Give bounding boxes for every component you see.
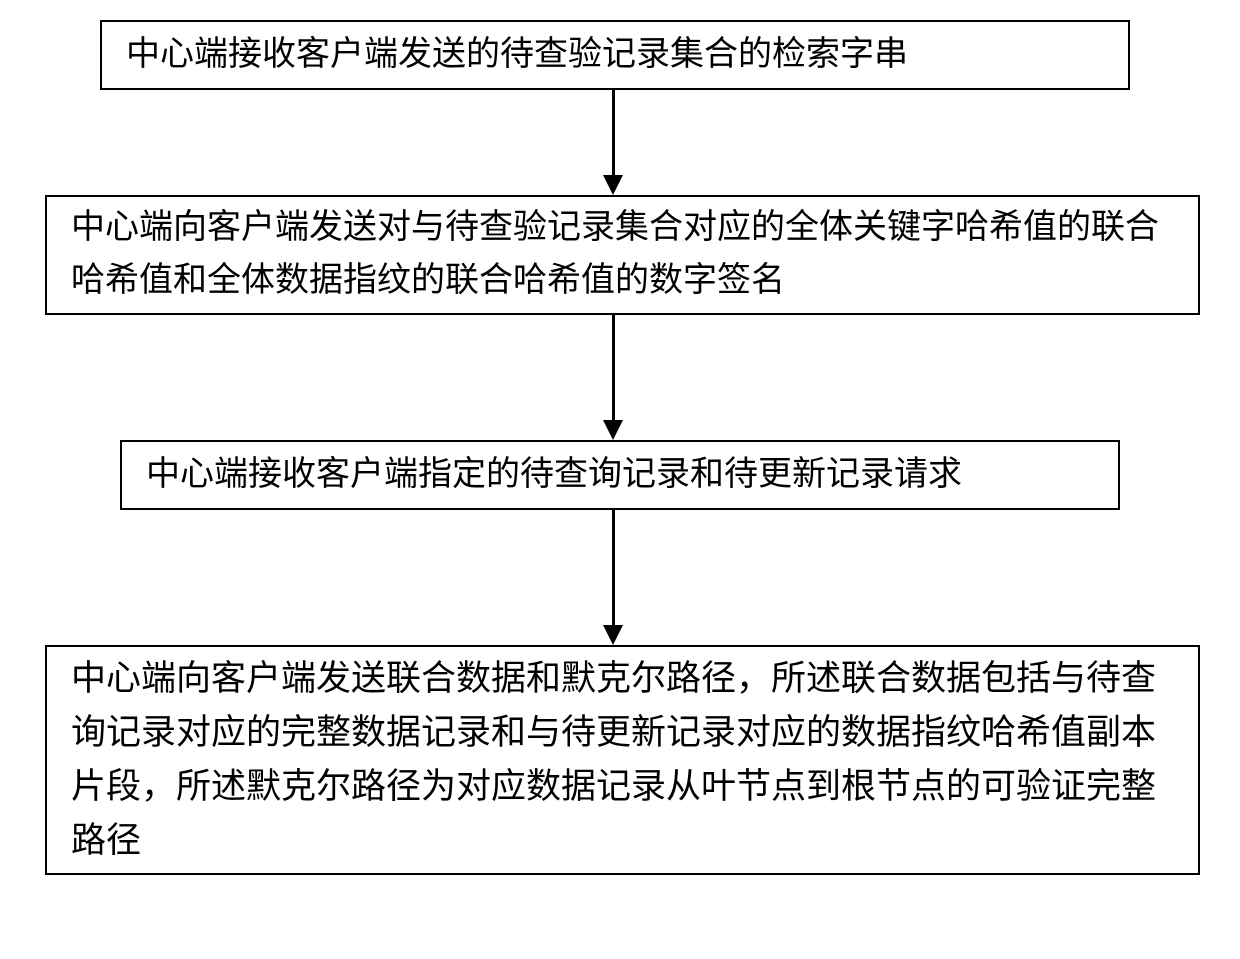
flow-node-3: 中心端接收客户端指定的待查询记录和待更新记录请求 [120,440,1120,510]
flow-arrow-2-head [603,420,623,440]
flow-node-4: 中心端向客户端发送联合数据和默克尔路径，所述联合数据包括与待查询记录对应的完整数… [45,645,1200,875]
flow-node-2: 中心端向客户端发送对与待查验记录集合对应的全体关键字哈希值的联合哈希值和全体数据… [45,195,1200,315]
flow-arrow-3-head [603,625,623,645]
flow-arrow-2-line [612,315,615,420]
flow-node-3-text: 中心端接收客户端指定的待查询记录和待更新记录请求 [146,449,962,502]
flow-arrow-1-head [603,175,623,195]
flowchart-canvas: 中心端接收客户端发送的待查验记录集合的检索字串 中心端向客户端发送对与待查验记录… [0,0,1240,959]
flow-node-4-text: 中心端向客户端发送联合数据和默克尔路径，所述联合数据包括与待查询记录对应的完整数… [71,652,1174,869]
flow-node-1-text: 中心端接收客户端发送的待查验记录集合的检索字串 [126,29,908,82]
flow-node-1: 中心端接收客户端发送的待查验记录集合的检索字串 [100,20,1130,90]
flow-node-2-text: 中心端向客户端发送对与待查验记录集合对应的全体关键字哈希值的联合哈希值和全体数据… [71,202,1174,307]
flow-arrow-1-line [612,90,615,175]
flow-arrow-3-line [612,510,615,625]
